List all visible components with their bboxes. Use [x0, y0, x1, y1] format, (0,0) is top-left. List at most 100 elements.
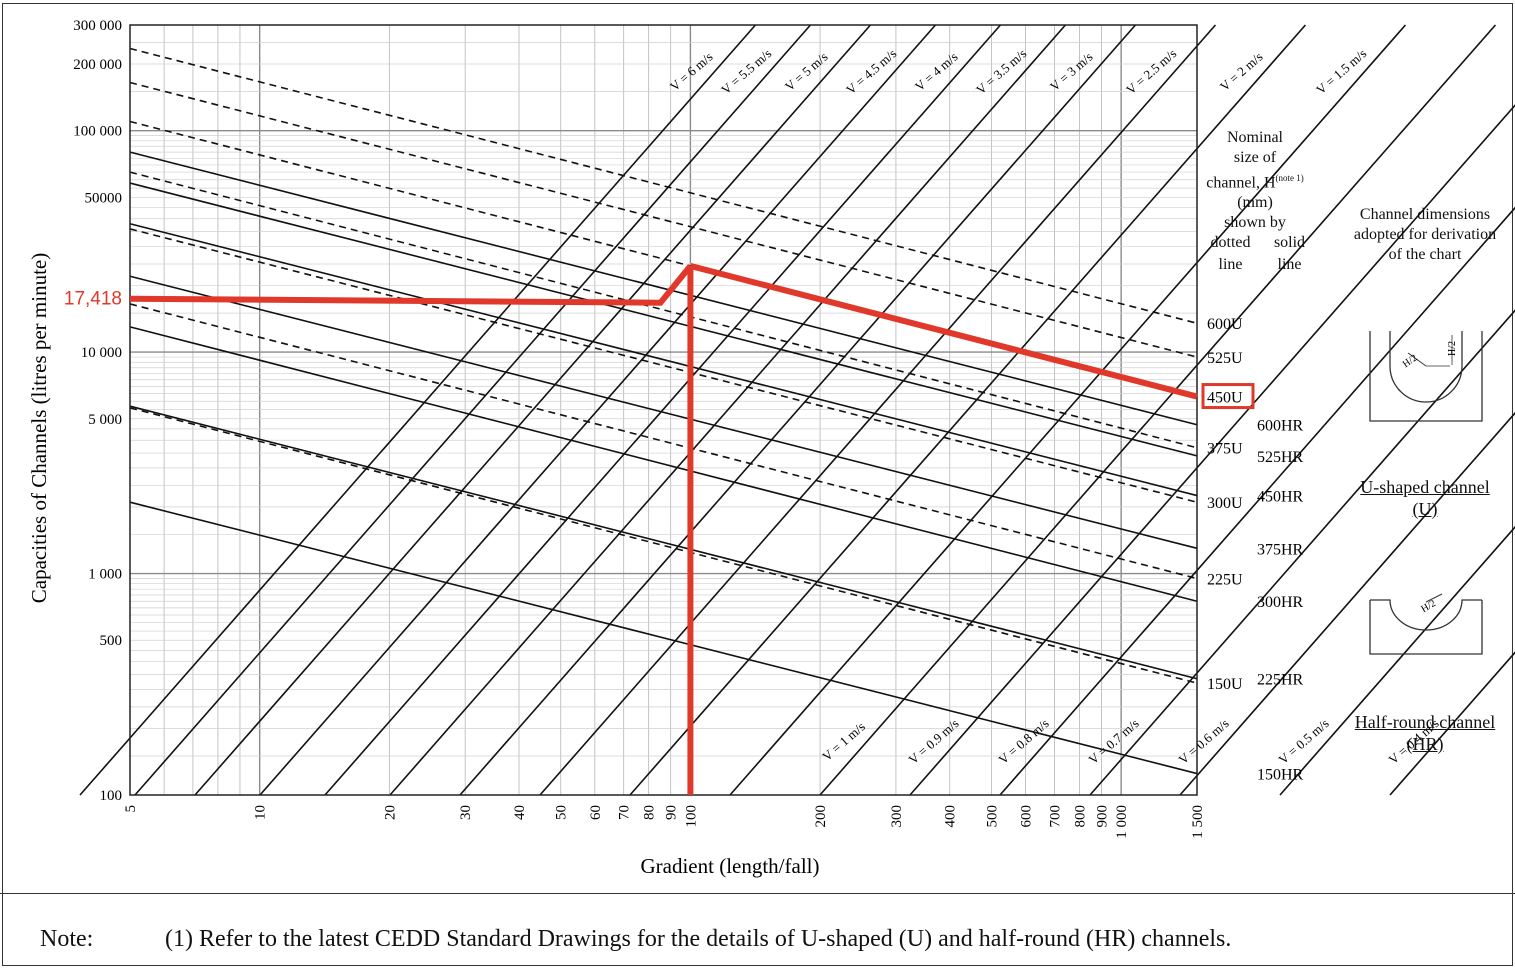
y-tick-label: 100 000: [73, 124, 122, 140]
velocity-line: [1279, 525, 1515, 796]
x-tick-label: 500: [984, 805, 1000, 828]
x-axis-title: Gradient (length/fall): [640, 854, 819, 878]
series-label: 525U: [1207, 350, 1243, 367]
u-channel-diagram: H/2 H/2: [1369, 331, 1483, 422]
velocity-line: [324, 24, 1002, 796]
velocity-line: [1389, 651, 1515, 796]
channel-dimensions-panel: Channel dimensions adopted for derivatio…: [1350, 205, 1500, 755]
x-tick-label: 50: [554, 805, 570, 820]
solid-line-label: solid line: [1273, 234, 1306, 273]
velocity-label: V = 5.5 m/s: [718, 46, 774, 98]
velocity-line: [459, 24, 1137, 796]
x-tick-label: 1 500: [1190, 805, 1206, 839]
channel-lines: 600U 525U 450U 375U 300U 225U 150U 600HR 525HR 45…: [129, 47, 1304, 784]
x-tick-label: 200: [813, 805, 829, 828]
figure-frame: [2, 3, 1513, 966]
annotation-horizontal: [129, 264, 693, 306]
series-label: 300U: [1207, 495, 1243, 512]
velocity-line: [909, 104, 1515, 796]
series-line: [129, 303, 1198, 580]
y-tick-label: 10 000: [81, 345, 122, 361]
x-tick-label: 600: [1019, 805, 1035, 828]
y-tick-label: 300 000: [73, 18, 122, 34]
y-tick-label: 5 000: [88, 412, 122, 428]
x-tick-label: 300: [889, 805, 905, 828]
hr-channel-diagram: H/2: [1369, 593, 1483, 655]
channel-size-header: Nominal size of channel, H(note 1) (mm) …: [1200, 128, 1310, 233]
note-text: (1) Refer to the latest CEDD Standard Dr…: [165, 926, 1232, 952]
series-label: 150U: [1207, 676, 1243, 693]
velocity-line: [79, 24, 757, 796]
velocity-line: [819, 24, 1497, 796]
header-line-1: Nominal: [1227, 129, 1283, 146]
x-tick-label: 60: [588, 805, 604, 820]
x-tick-label: 700: [1047, 805, 1063, 828]
series-label: 150HR: [1257, 767, 1304, 784]
velocity-label: V = 0.8 m/s: [996, 716, 1052, 768]
series-line: [129, 182, 1198, 457]
series-label: 450HR: [1257, 489, 1304, 506]
velocity-line: [539, 24, 1217, 796]
series-line: [129, 326, 1198, 602]
y-axis-title: Capacities of Channels (litres per minut…: [27, 253, 51, 603]
dimensions-title: Channel dimensions adopted for derivatio…: [1353, 206, 1497, 263]
u-channel-caption: U-shaped channel (U): [1360, 477, 1490, 519]
series-line: [129, 407, 1198, 684]
y-tick-label: 50000: [85, 190, 123, 206]
series-line: [129, 228, 1198, 503]
series-label: 525HR: [1257, 449, 1304, 466]
series-label: 600HR: [1257, 418, 1304, 435]
velocity-label: V = 0.9 m/s: [906, 716, 962, 768]
velocity-label: V = 1.5 m/s: [1313, 46, 1369, 98]
series-label: 450U: [1207, 390, 1243, 407]
velocity-label: V = 1 m/s: [819, 719, 868, 764]
u-h2-label-2: H/2: [1447, 341, 1458, 356]
annotation-along-series: [689, 263, 1198, 400]
velocity-label: V = 4 m/s: [912, 49, 961, 94]
x-tick-label: 5: [123, 805, 139, 813]
x-tick-label: 900: [1094, 805, 1110, 828]
hr-channel-caption: Half-round channel (HR): [1354, 712, 1496, 754]
velocity-line: [389, 24, 1067, 796]
velocity-label: V = 0.5 m/s: [1276, 716, 1332, 768]
x-tick-label: 90: [664, 805, 680, 820]
velocity-line: [1179, 411, 1515, 796]
velocity-label: V = 6 m/s: [667, 49, 716, 94]
series-line: [129, 81, 1198, 358]
velocity-label: V = 3.5 m/s: [973, 46, 1029, 98]
series-label: 600U: [1207, 316, 1243, 333]
u-h2-label-1: H/2: [1401, 353, 1420, 371]
series-label: 225HR: [1257, 672, 1304, 689]
velocity-label: V = 5 m/s: [782, 49, 831, 94]
velocity-label: V = 0.6 m/s: [1176, 716, 1232, 768]
y-tick-label: 500: [100, 633, 123, 649]
header-line-4: (mm): [1237, 194, 1273, 212]
velocity-line: [999, 206, 1515, 796]
x-tick-label: 70: [617, 805, 633, 820]
series-line: [129, 47, 1198, 325]
x-tick-label: 100: [683, 805, 699, 828]
axes: 100 500 1 000 5 000 10 000 50000 100 000 200 00…: [73, 18, 1206, 839]
series-label: 300HR: [1257, 594, 1304, 611]
velocity-label: V = 2 m/s: [1217, 49, 1266, 94]
note-row: Note: (1) Refer to the latest CEDD Stand…: [0, 893, 1515, 968]
header-line-3: channel, H(note 1): [1206, 173, 1304, 192]
header-line-5: shown by: [1224, 214, 1286, 232]
series-line: [129, 222, 1198, 497]
dotted-line-label: dotted line: [1210, 234, 1251, 273]
series-label: 375U: [1207, 441, 1243, 458]
velocity-line: [194, 24, 872, 796]
x-tick-label: 20: [382, 805, 398, 820]
x-tick-label: 80: [642, 805, 658, 820]
x-tick-label: 800: [1072, 805, 1088, 828]
velocity-line: [1089, 309, 1515, 796]
red-annotation: 17,418: [64, 263, 1198, 795]
series-line: [129, 171, 1198, 449]
x-tick-label: 1 000: [1114, 805, 1130, 839]
series-line: [129, 405, 1198, 680]
series-line: [129, 501, 1198, 775]
grid: [129, 24, 1198, 796]
y-tick-label: 200 000: [73, 57, 122, 73]
x-tick-label: 400: [943, 805, 959, 828]
velocity-label: V = 2.5 m/s: [1123, 46, 1179, 98]
